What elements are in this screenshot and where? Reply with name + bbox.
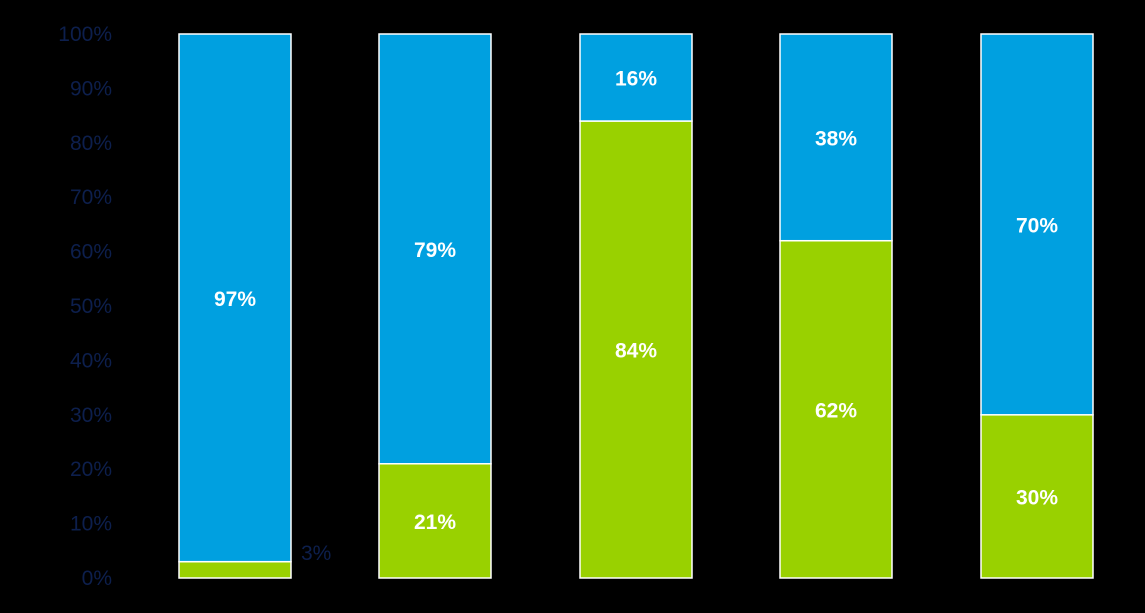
y-tick-label: 90% <box>70 77 112 100</box>
y-tick-label: 70% <box>70 186 112 209</box>
bar-segment-3-blue <box>579 33 693 122</box>
bar-segment-5-green <box>980 414 1094 579</box>
data-labels: 3% 97% 21% 79% 84% 16% 62% 38% 30% 70% <box>214 68 1058 565</box>
bar-segment-2-green <box>378 463 492 579</box>
data-label: 97% <box>214 288 256 311</box>
y-tick-label: 50% <box>70 295 112 318</box>
data-label: 21% <box>414 511 456 534</box>
data-label: 30% <box>1016 486 1058 509</box>
data-label: 79% <box>414 239 456 262</box>
bar-segment-1-green <box>178 560 292 579</box>
data-label: 84% <box>615 340 657 363</box>
y-tick-label: 60% <box>70 241 112 264</box>
y-tick-label: 20% <box>70 458 112 481</box>
bar-segment-4-green <box>779 239 893 579</box>
bar-segment-3-green <box>579 120 693 579</box>
y-tick-label: 0% <box>82 567 112 590</box>
bar-segment-4-blue <box>779 33 893 242</box>
bars <box>178 33 1094 579</box>
y-tick-label: 100% <box>58 23 112 46</box>
bar-segment-5-blue <box>980 33 1094 416</box>
bar-segment-1-blue <box>178 33 292 563</box>
y-tick-label: 40% <box>70 349 112 372</box>
y-tick-label: 80% <box>70 132 112 155</box>
data-label: 16% <box>615 68 657 91</box>
y-axis: 0% 10% 20% 30% 40% 50% 60% 70% 80% 90% 100% <box>58 23 112 590</box>
y-tick-label: 30% <box>70 404 112 427</box>
data-label: 70% <box>1016 214 1058 237</box>
y-tick-label: 10% <box>70 513 112 536</box>
data-label: 3% <box>301 542 331 565</box>
bar-segment-2-blue <box>378 33 492 465</box>
data-label: 38% <box>815 127 857 150</box>
data-label: 62% <box>815 399 857 422</box>
